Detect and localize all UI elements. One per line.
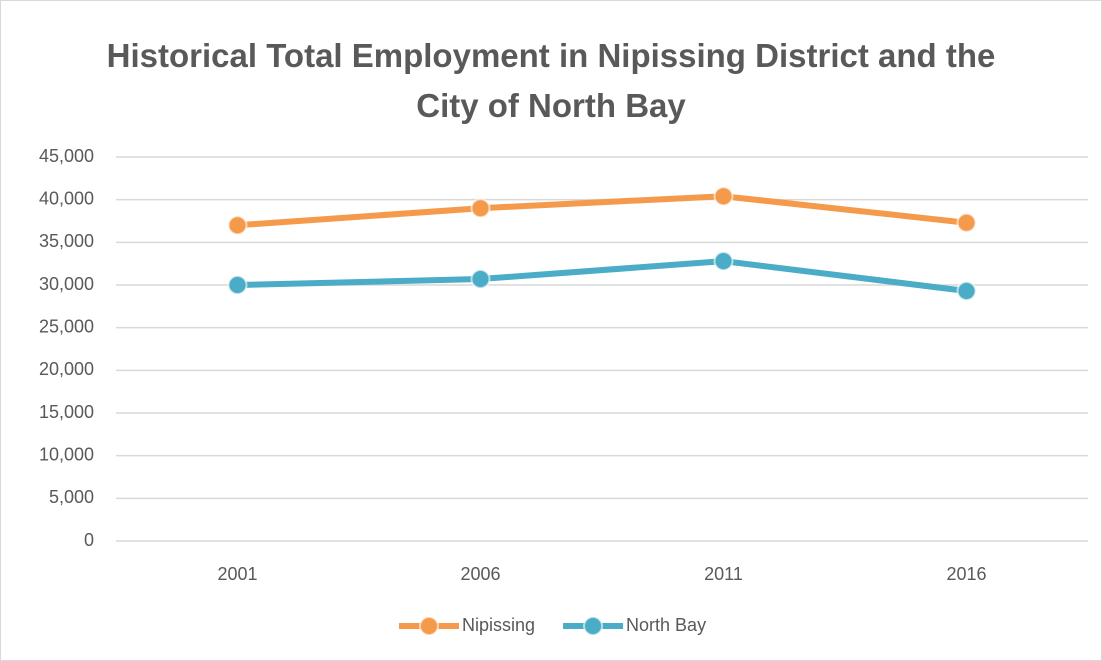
point-marker: [227, 215, 248, 236]
y-tick-label: 5,000: [49, 487, 94, 507]
x-tick-label: 2011: [704, 564, 743, 584]
x-tick-label: 2006: [460, 564, 500, 584]
legend-marker: [583, 616, 604, 636]
y-tick-label: 0: [84, 530, 94, 550]
y-tick-label: 30,000: [39, 274, 94, 294]
y-tick-label: 20,000: [39, 359, 94, 379]
y-tick-label: 40,000: [39, 188, 94, 208]
y-tick-label: 15,000: [39, 402, 94, 422]
point-marker: [470, 269, 491, 290]
x-tick-label: 2016: [946, 564, 986, 584]
x-tick-label: 2001: [217, 564, 257, 584]
y-tick-label: 35,000: [39, 231, 94, 251]
point-marker: [713, 186, 734, 207]
chart-title: Historical Total Employment in Nipissing…: [106, 37, 996, 124]
series-line: [234, 258, 970, 294]
point-marker: [470, 198, 491, 219]
legend-label: Nipissing: [462, 615, 535, 635]
y-tick-label: 10,000: [39, 444, 94, 464]
series-line: [234, 193, 970, 229]
legend-label: North Bay: [626, 615, 706, 635]
y-tick-label: 25,000: [39, 316, 94, 336]
point-marker: [956, 280, 977, 301]
legend-marker: [419, 616, 439, 636]
y-tick-label: 45,000: [39, 146, 94, 166]
point-marker: [956, 212, 977, 233]
point-marker: [713, 251, 734, 272]
point-marker: [227, 275, 248, 295]
